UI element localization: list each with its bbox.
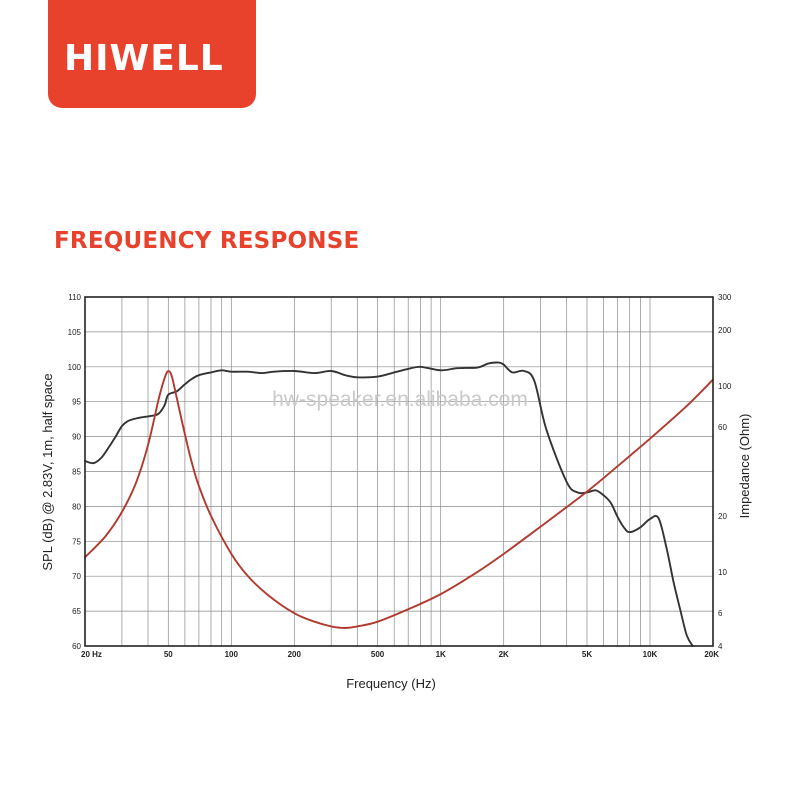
y-tick-label: 60 xyxy=(72,642,81,651)
plot-frame xyxy=(84,296,714,647)
x-tick-label: 100 xyxy=(225,650,239,659)
y-tick-label: 105 xyxy=(68,328,82,337)
chart-curves xyxy=(84,361,714,647)
x-tick-label: 10K xyxy=(643,650,658,659)
x-tick-label: 5K xyxy=(582,650,592,659)
y2-tick-label: 6 xyxy=(718,609,723,618)
y2-tick-label: 4 xyxy=(718,642,723,651)
trademark-mark: TM xyxy=(274,40,291,51)
x-tick-label: 50 xyxy=(164,650,173,659)
y-tick-label: 65 xyxy=(72,607,81,616)
x-tick-label: 200 xyxy=(288,650,302,659)
y2-axis-label: Impedance (Ohm) xyxy=(737,414,752,519)
y2-tick-label: 60 xyxy=(718,423,727,432)
x-tick-label: 1K xyxy=(436,650,446,659)
x-axis-label: Frequency (Hz) xyxy=(346,676,436,691)
y-tick-label: 70 xyxy=(72,572,81,581)
chart-grid xyxy=(85,297,713,646)
y2-tick-label: 20 xyxy=(718,512,727,521)
x-tick-label: 20 Hz xyxy=(81,650,102,659)
brand-name: HIWELL xyxy=(64,38,224,79)
x-tick-label: 2K xyxy=(499,650,509,659)
y-tick-label: 80 xyxy=(72,502,81,511)
y-tick-label: 110 xyxy=(68,293,81,302)
x-tick-label: 20K xyxy=(704,650,719,659)
y-tick-label: 75 xyxy=(72,537,81,546)
impedance-curve xyxy=(84,370,714,629)
y2-tick-label: 10 xyxy=(718,568,727,577)
y-axis-label: SPL (dB) @ 2.83V, 1m, half space xyxy=(40,373,55,570)
y2-tick-label: 100 xyxy=(718,382,732,391)
y-tick-label: 100 xyxy=(68,363,82,372)
y-tick-label: 90 xyxy=(72,433,81,442)
y2-tick-label: 200 xyxy=(718,326,732,335)
chart-ticks: 20 Hz 50 100 200 500 1K 2K 5K 10K 20K 60 65 70 75 80 85… xyxy=(68,293,732,659)
section-title: FREQUENCY RESPONSE xyxy=(54,228,360,254)
y2-tick-label: 300 xyxy=(718,293,732,302)
spl-curve xyxy=(84,361,694,647)
brand-logo: HIWELL TM xyxy=(48,0,291,108)
y-tick-label: 85 xyxy=(72,468,81,477)
watermark: hw-speaker.en.alibaba.com xyxy=(272,388,528,411)
x-tick-label: 500 xyxy=(371,650,385,659)
y-tick-label: 95 xyxy=(72,398,81,407)
